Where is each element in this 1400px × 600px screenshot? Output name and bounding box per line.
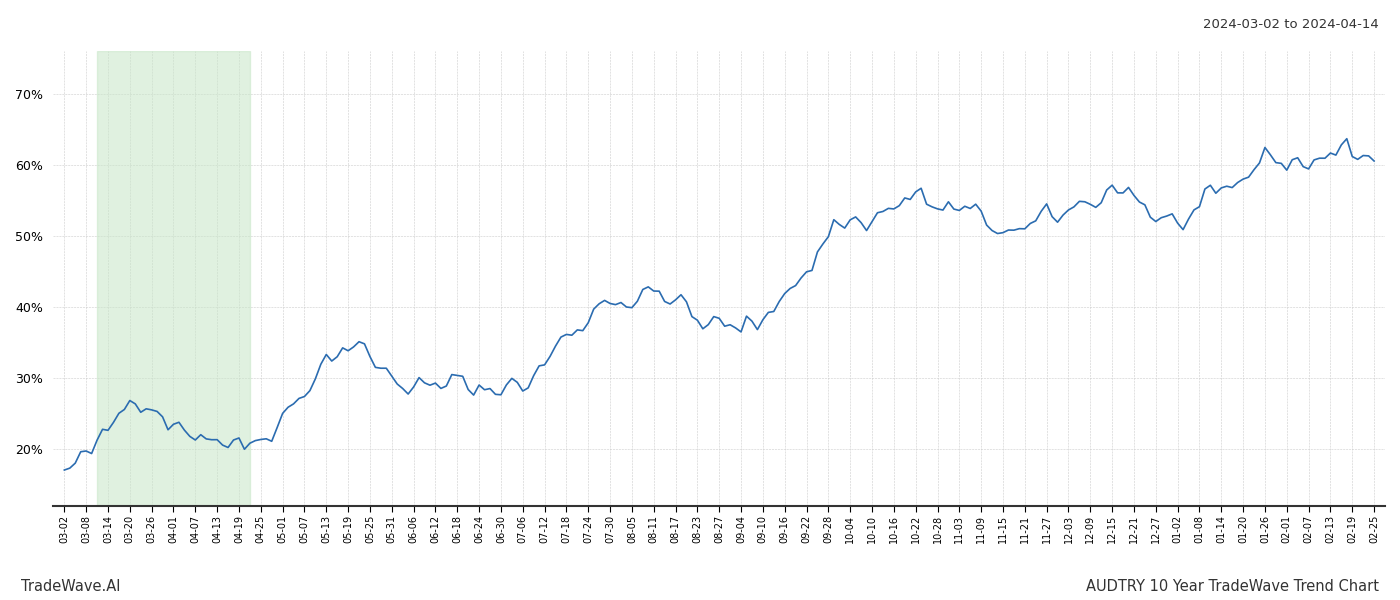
Text: 2024-03-02 to 2024-04-14: 2024-03-02 to 2024-04-14	[1203, 18, 1379, 31]
Text: TradeWave.AI: TradeWave.AI	[21, 579, 120, 594]
Bar	[97, 51, 249, 506]
Text: AUDTRY 10 Year TradeWave Trend Chart: AUDTRY 10 Year TradeWave Trend Chart	[1086, 579, 1379, 594]
